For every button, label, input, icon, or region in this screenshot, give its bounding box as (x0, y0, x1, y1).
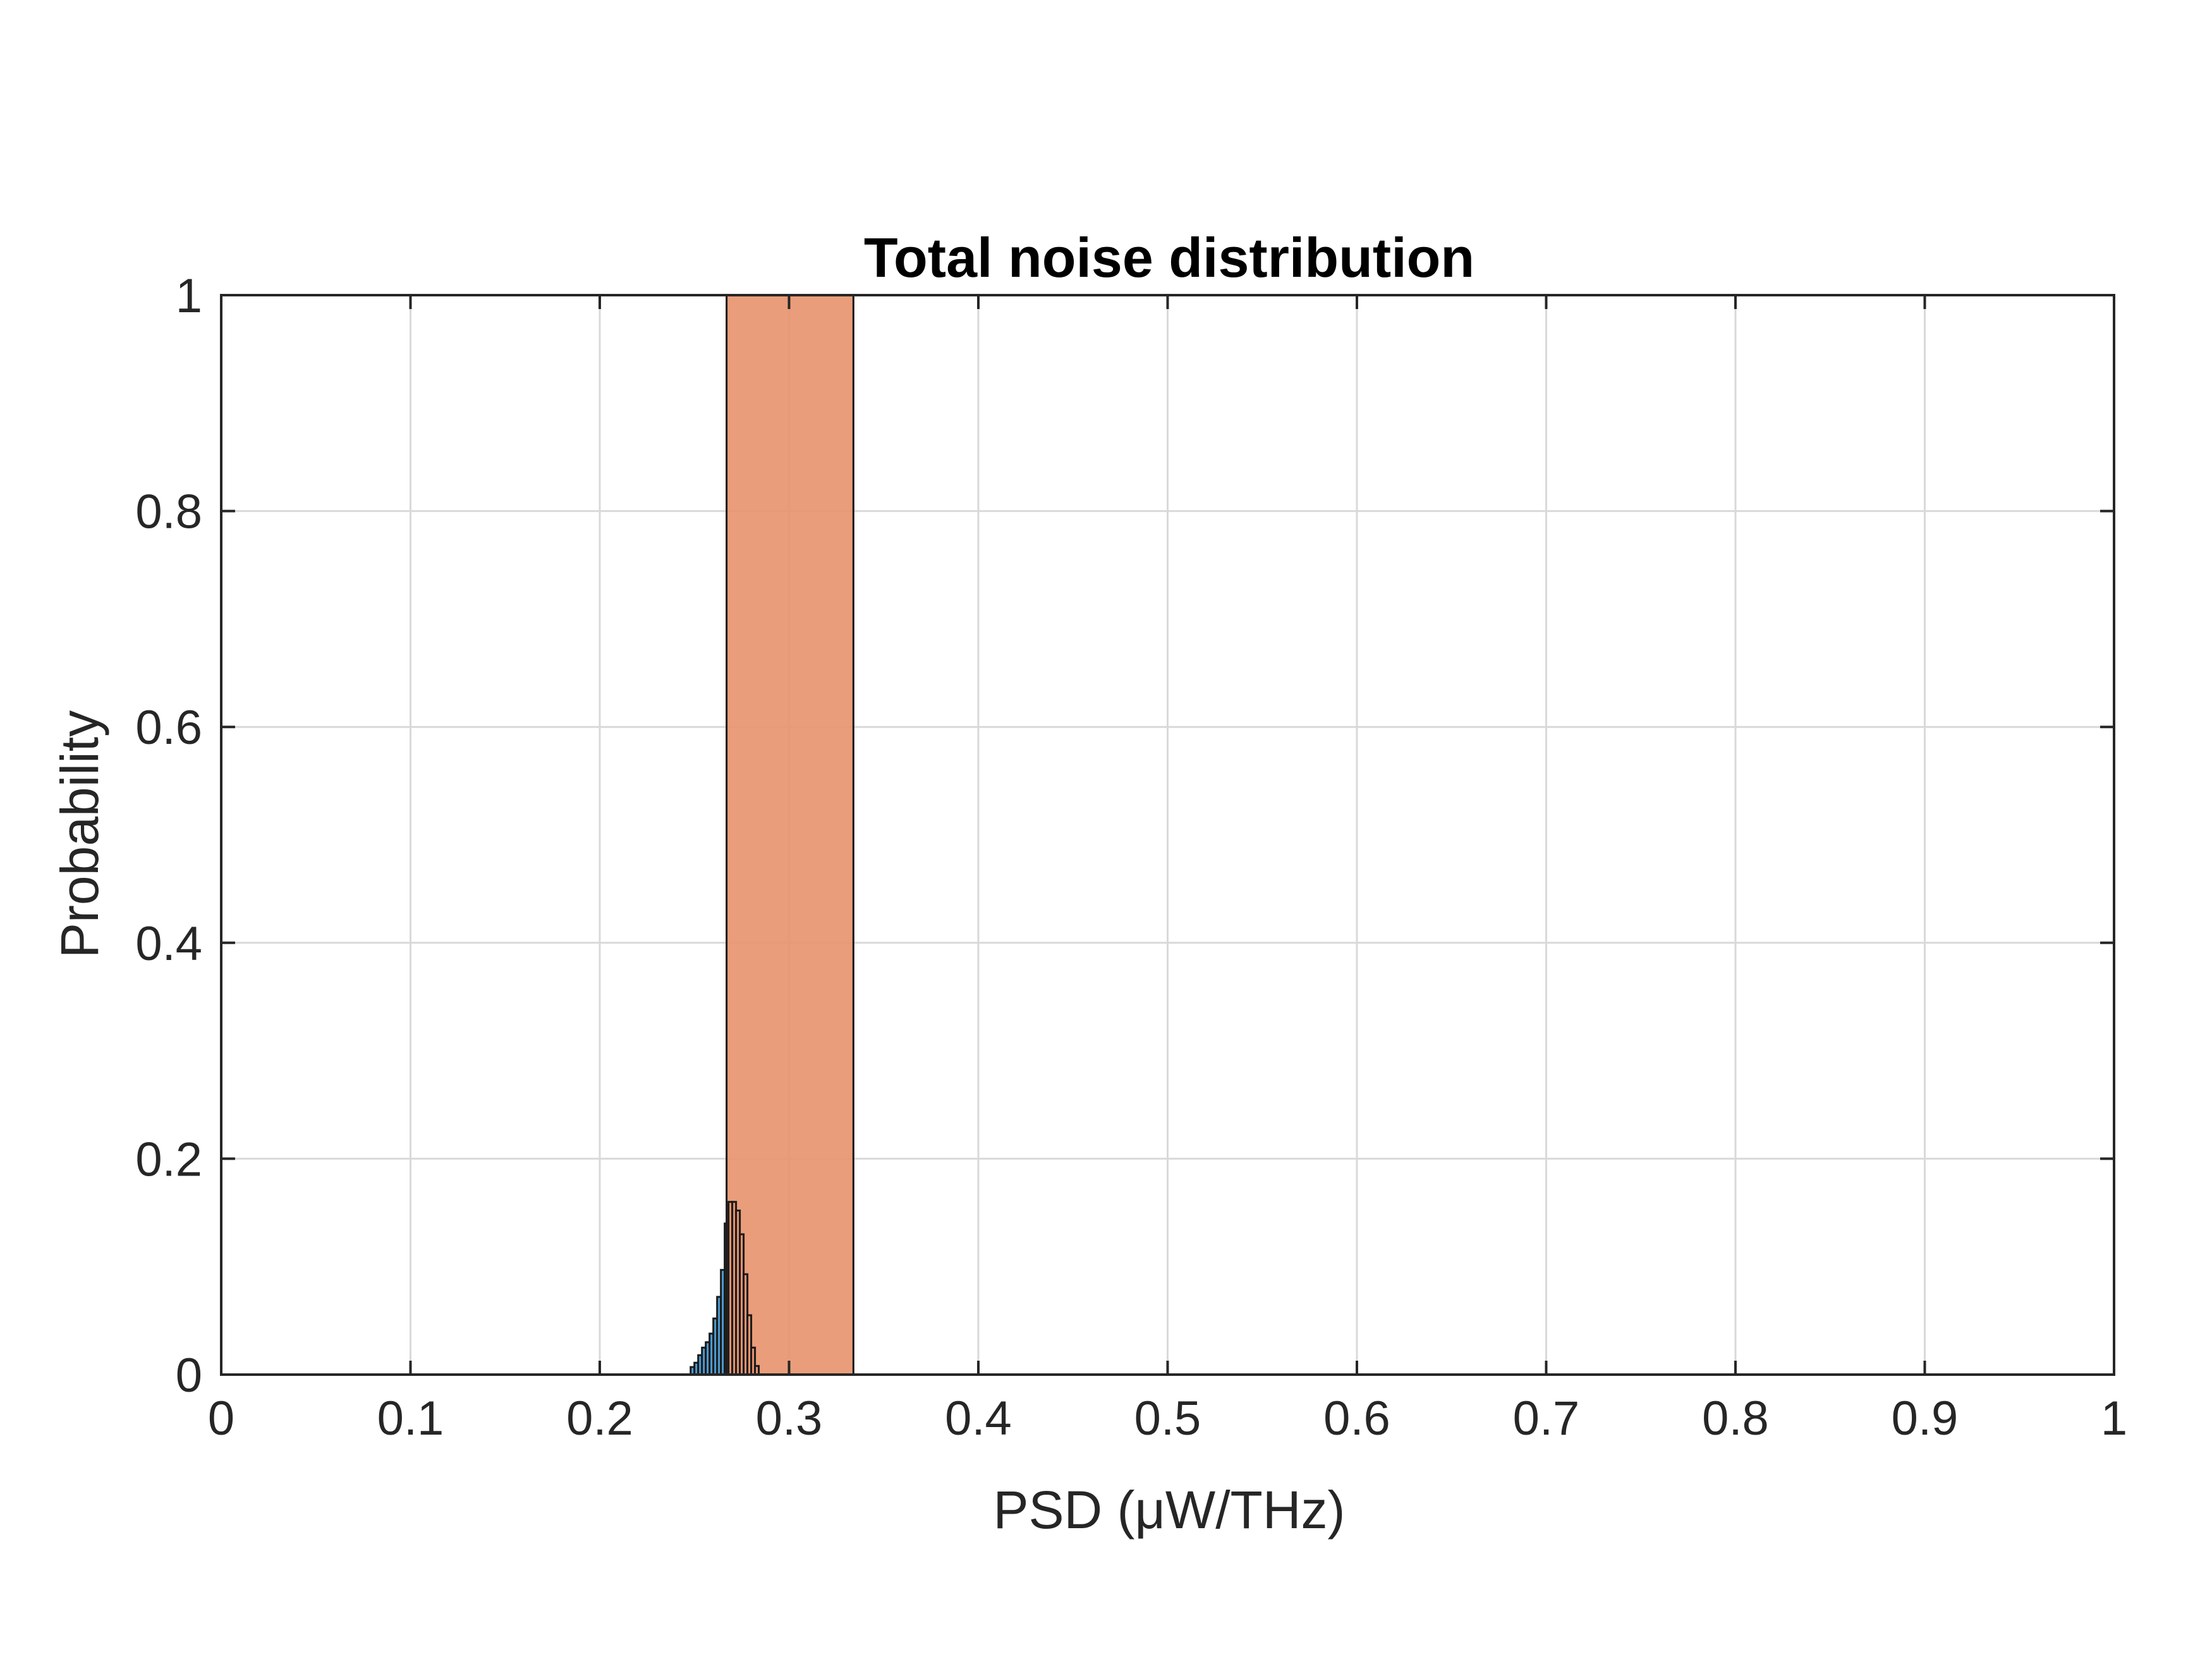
x-tick-label: 0.9 (1892, 1392, 1959, 1445)
histogram-bar (726, 294, 854, 1376)
x-tick-labels: 0 0.1 0.2 0.3 0.4 0.5 0.6 0.7 0.8 0.9 1 (208, 1392, 2127, 1445)
y-tick-label: 0.4 (135, 917, 202, 971)
y-tick-label: 0.6 (135, 701, 202, 755)
x-tick-label: 1 (2101, 1392, 2127, 1445)
x-tick-label: 0.6 (1323, 1392, 1390, 1445)
series-2 (726, 294, 854, 1376)
x-tick-label: 0.1 (377, 1392, 444, 1445)
histogram-bar (754, 1364, 760, 1376)
x-tick-label: 0.2 (566, 1392, 633, 1445)
x-axis-label: PSD (μW/THz) (994, 1480, 1346, 1540)
y-tick-labels: 0 0.2 0.4 0.6 0.8 1 (135, 269, 202, 1402)
x-tick-label: 0.8 (1702, 1392, 1769, 1445)
x-tick-label: 0.5 (1134, 1392, 1201, 1445)
x-tick-label: 0.7 (1513, 1392, 1580, 1445)
y-tick-label: 1 (176, 269, 202, 323)
x-tick-label: 0 (208, 1392, 234, 1445)
y-tick-label: 0.8 (135, 485, 202, 539)
grid-lines (220, 294, 2115, 1376)
series-1 (690, 1222, 730, 1376)
x-tick-label: 0.4 (945, 1392, 1012, 1445)
y-tick-label: 0 (176, 1349, 202, 1402)
x-tick-label: 0.3 (756, 1392, 823, 1445)
chart-title: Total noise distribution (864, 226, 1474, 289)
histogram-bars (690, 294, 854, 1376)
y-axis-label: Probability (50, 710, 109, 958)
y-tick-label: 0.2 (135, 1133, 202, 1186)
tick-marks (220, 294, 2115, 1376)
